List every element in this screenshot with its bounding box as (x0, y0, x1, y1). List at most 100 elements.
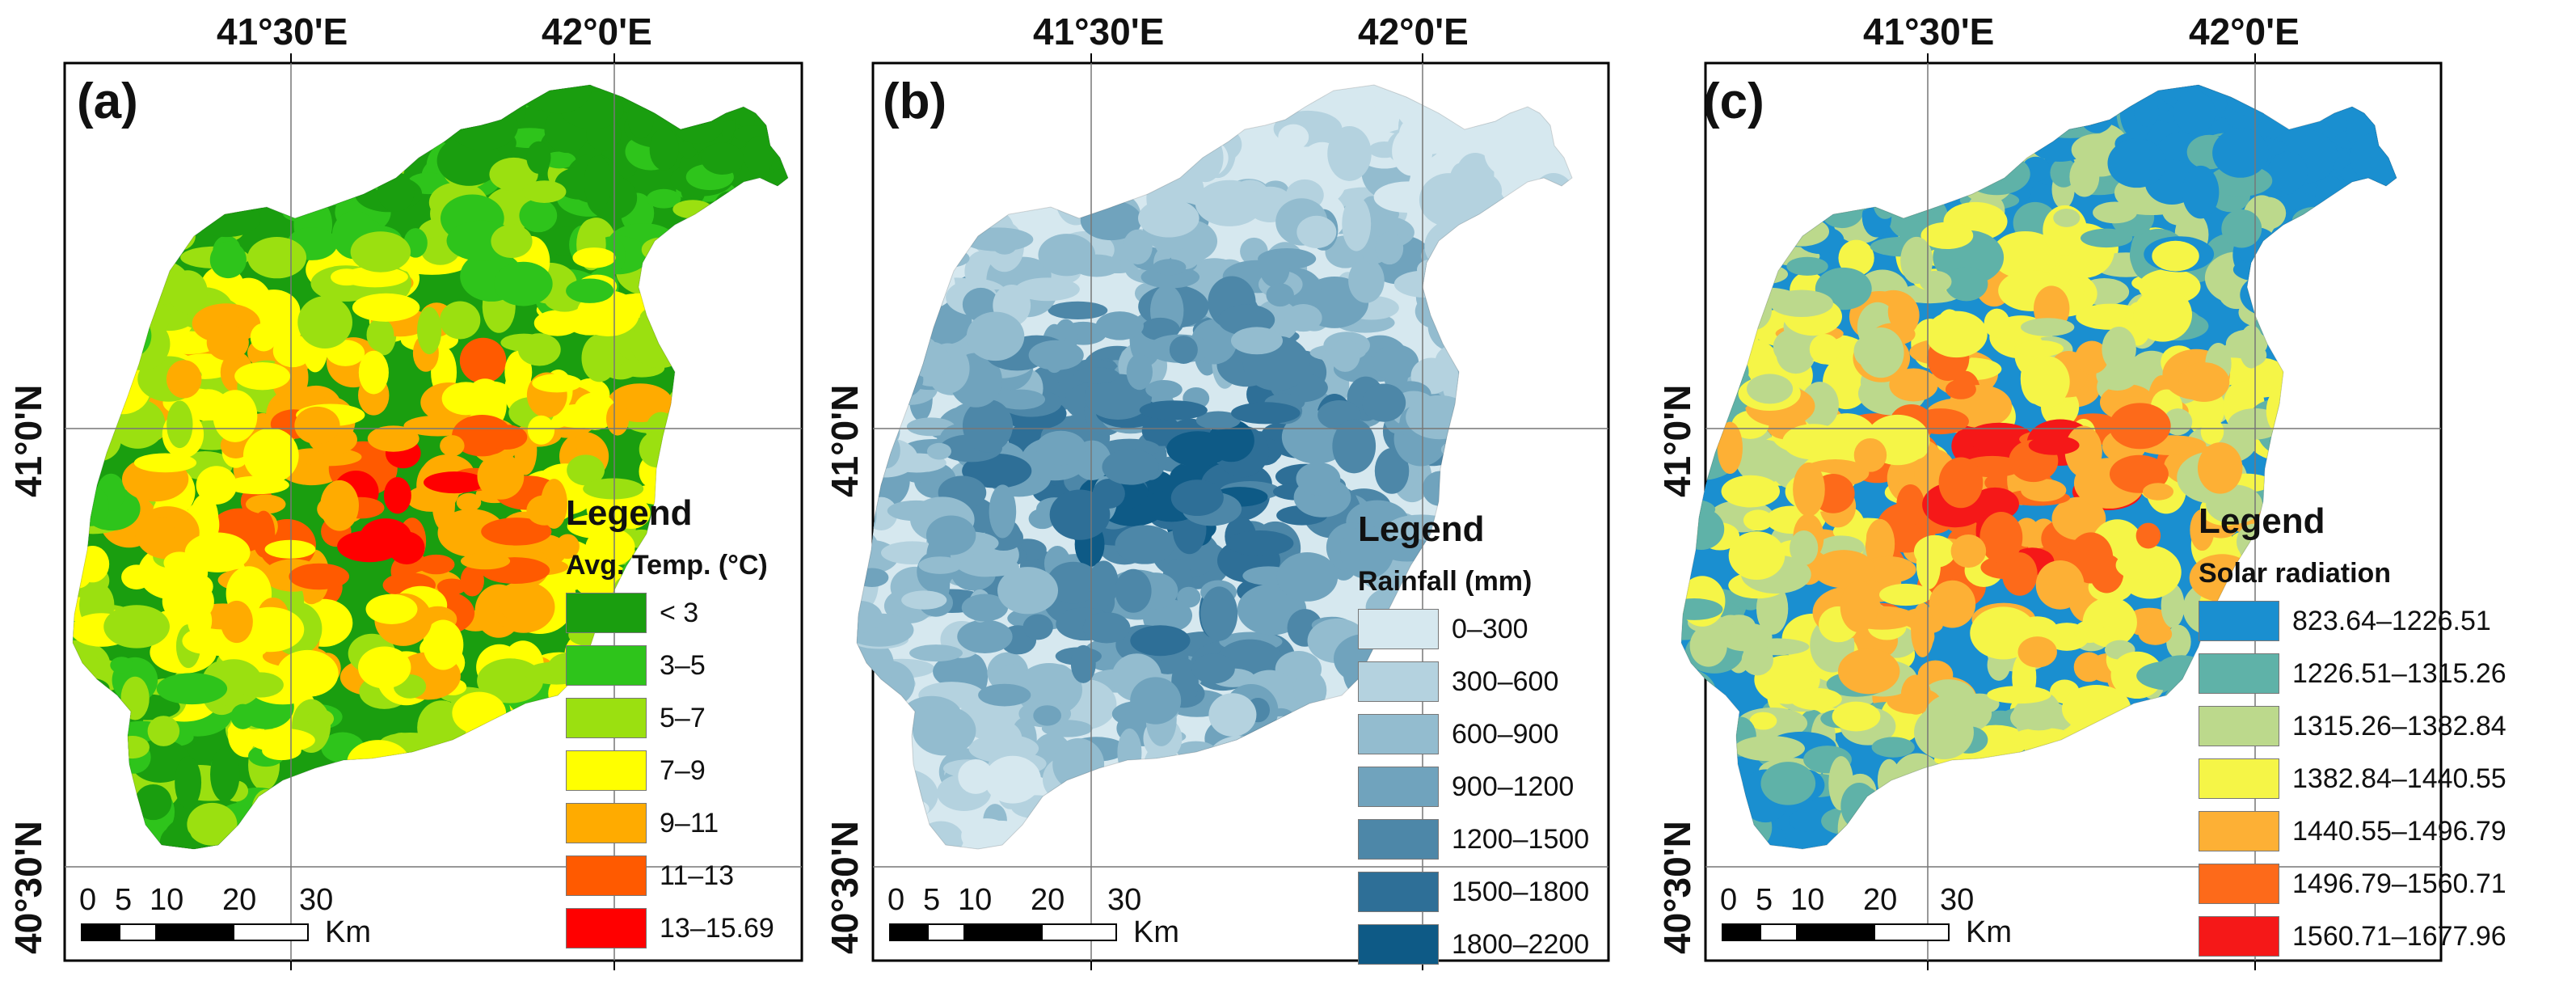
legend-variable: Avg. Temp. (°C) (566, 550, 768, 581)
legend-row: 1800–2200 (1358, 924, 1589, 965)
legend-title: Legend (1358, 509, 1485, 549)
legend-row: 1315.26–1382.84 (2199, 706, 2506, 746)
scale-seg (889, 923, 927, 941)
scale-unit: Km (325, 915, 371, 949)
panel-tag: (a) (77, 74, 138, 129)
lon-label-41-30: 41°30'E (1863, 11, 1995, 53)
map-frame (856, 53, 1610, 970)
legend-row: 1500–1800 (1358, 872, 1589, 912)
lon-label-41-30: 41°30'E (1033, 11, 1165, 53)
map-panel-a: 41°30'E 42°0'E 41°0'N 40°30'N (a) Legend… (0, 0, 833, 997)
legend-row: 1382.84–1440.55 (2199, 758, 2506, 799)
legend-swatch (566, 698, 647, 738)
legend-row: 900–1200 (1358, 767, 1589, 807)
legend-row: 11–13 (566, 855, 774, 896)
lon-label-42-0: 42°0'E (1358, 11, 1469, 53)
legend-row-label: 600–900 (1452, 718, 1559, 750)
legend-row-label: 0–300 (1452, 613, 1528, 644)
legend-row-label: 11–13 (660, 860, 735, 891)
scale-tick: 5 (1756, 883, 1773, 917)
lon-label-42-0: 42°0'E (2189, 11, 2300, 53)
lat-label-40-30: 40°30'N (824, 821, 866, 954)
legend-swatch (1358, 767, 1439, 807)
scale-ticks: 0 5 10 20 30 (887, 883, 1148, 919)
scale-seg (1798, 923, 1874, 941)
scale-tick: 20 (1031, 883, 1065, 917)
legend-row-label: 300–600 (1452, 665, 1559, 697)
lat-label-40-30: 40°30'N (7, 821, 49, 954)
legend-row-label: 1200–1500 (1452, 823, 1590, 855)
scale-seg (1041, 923, 1117, 941)
legend-row-label: 1496.79–1560.71 (2292, 868, 2506, 899)
legend-swatch (566, 750, 647, 791)
legend-row: 7–9 (566, 750, 774, 791)
legend-swatch (2199, 811, 2279, 851)
legend-row: 823.64–1226.51 (2199, 601, 2506, 641)
legend-swatch (2199, 653, 2279, 694)
legend-row-label: 7–9 (660, 754, 706, 786)
scale-seg (81, 923, 119, 941)
lat-label-41-0: 41°0'N (1656, 384, 1698, 497)
scale-tick: 30 (1940, 883, 1975, 917)
scale-seg (965, 923, 1041, 941)
scale-seg (119, 923, 157, 941)
legend-swatch (2199, 758, 2279, 799)
legend-swatch (1358, 924, 1439, 965)
legend-row-label: 1500–1800 (1452, 876, 1590, 907)
legend-swatch (566, 593, 647, 633)
legend-swatch (1358, 819, 1439, 860)
legend-row-label: 1382.84–1440.55 (2292, 763, 2506, 794)
legend: Legend Solar radiation 823.64–1226.51 12… (2199, 501, 2506, 969)
panel-tag: (c) (1703, 74, 1764, 129)
map-frame (1681, 53, 2443, 970)
legend-row: 300–600 (1358, 661, 1589, 702)
legend-row: 600–900 (1358, 714, 1589, 754)
legend-row-label: 1315.26–1382.84 (2292, 710, 2506, 741)
scale-seg (1722, 923, 1760, 941)
map-panel-b: 41°30'E 42°0'E 41°0'N 40°30'N (b) Legend… (824, 0, 1673, 997)
legend-row-label: 900–1200 (1452, 771, 1575, 802)
legend-rows: 0–300 300–600 600–900 900–1200 1200–1500… (1358, 609, 1589, 965)
legend-swatch (566, 855, 647, 896)
map-panel-c: 41°30'E 42°0'E 41°0'N 40°30'N (c) Legend… (1656, 0, 2514, 997)
legend-row-label: 1800–2200 (1452, 928, 1590, 960)
legend-row: < 3 (566, 593, 774, 633)
legend-row-label: 1440.55–1496.79 (2292, 815, 2506, 847)
legend-row-label: 9–11 (660, 807, 719, 839)
scale-tick: 5 (923, 883, 941, 917)
scale-tick: 0 (887, 883, 905, 917)
legend: Legend Rainfall (mm) 0–300 300–600 600–9… (1358, 509, 1589, 977)
legend: Legend Avg. Temp. (°C) < 3 3–5 5–7 7–9 9… (566, 493, 774, 961)
legend-swatch (1358, 661, 1439, 702)
scale-tick: 30 (299, 883, 334, 917)
legend-row: 1496.79–1560.71 (2199, 864, 2506, 904)
scale-tick: 0 (1720, 883, 1738, 917)
scale-ticks: 0 5 10 20 30 (1720, 883, 1980, 919)
legend-variable: Solar radiation (2199, 558, 2392, 589)
legend-row: 3–5 (566, 645, 774, 686)
lon-label-42-0: 42°0'E (542, 11, 652, 53)
scale-tick: 20 (1863, 883, 1898, 917)
scale-tick: 0 (79, 883, 97, 917)
lat-label-40-30: 40°30'N (1656, 821, 1698, 954)
legend-row-label: 1226.51–1315.26 (2292, 657, 2506, 689)
scale-bar: 0 5 10 20 30 Km (887, 883, 1179, 948)
legend-swatch (566, 803, 647, 843)
scale-seg (927, 923, 965, 941)
legend-swatch (1358, 872, 1439, 912)
legend-swatch (1358, 609, 1439, 649)
scale-unit: Km (1966, 915, 2012, 949)
legend-row-label: < 3 (660, 597, 699, 628)
legend-swatch (2199, 706, 2279, 746)
scale-bar-row: Km (81, 915, 371, 949)
scale-tick: 10 (958, 883, 993, 917)
legend-rows: 823.64–1226.51 1226.51–1315.26 1315.26–1… (2199, 601, 2506, 957)
panel-tag: (b) (883, 74, 947, 129)
legend-swatch (2199, 916, 2279, 957)
scale-seg (233, 923, 309, 941)
legend-row-label: 823.64–1226.51 (2292, 605, 2491, 636)
lat-label-41-0: 41°0'N (7, 384, 49, 497)
scale-tick: 20 (222, 883, 257, 917)
scale-bar-row: Km (1722, 915, 2012, 949)
scale-seg (1874, 923, 1950, 941)
